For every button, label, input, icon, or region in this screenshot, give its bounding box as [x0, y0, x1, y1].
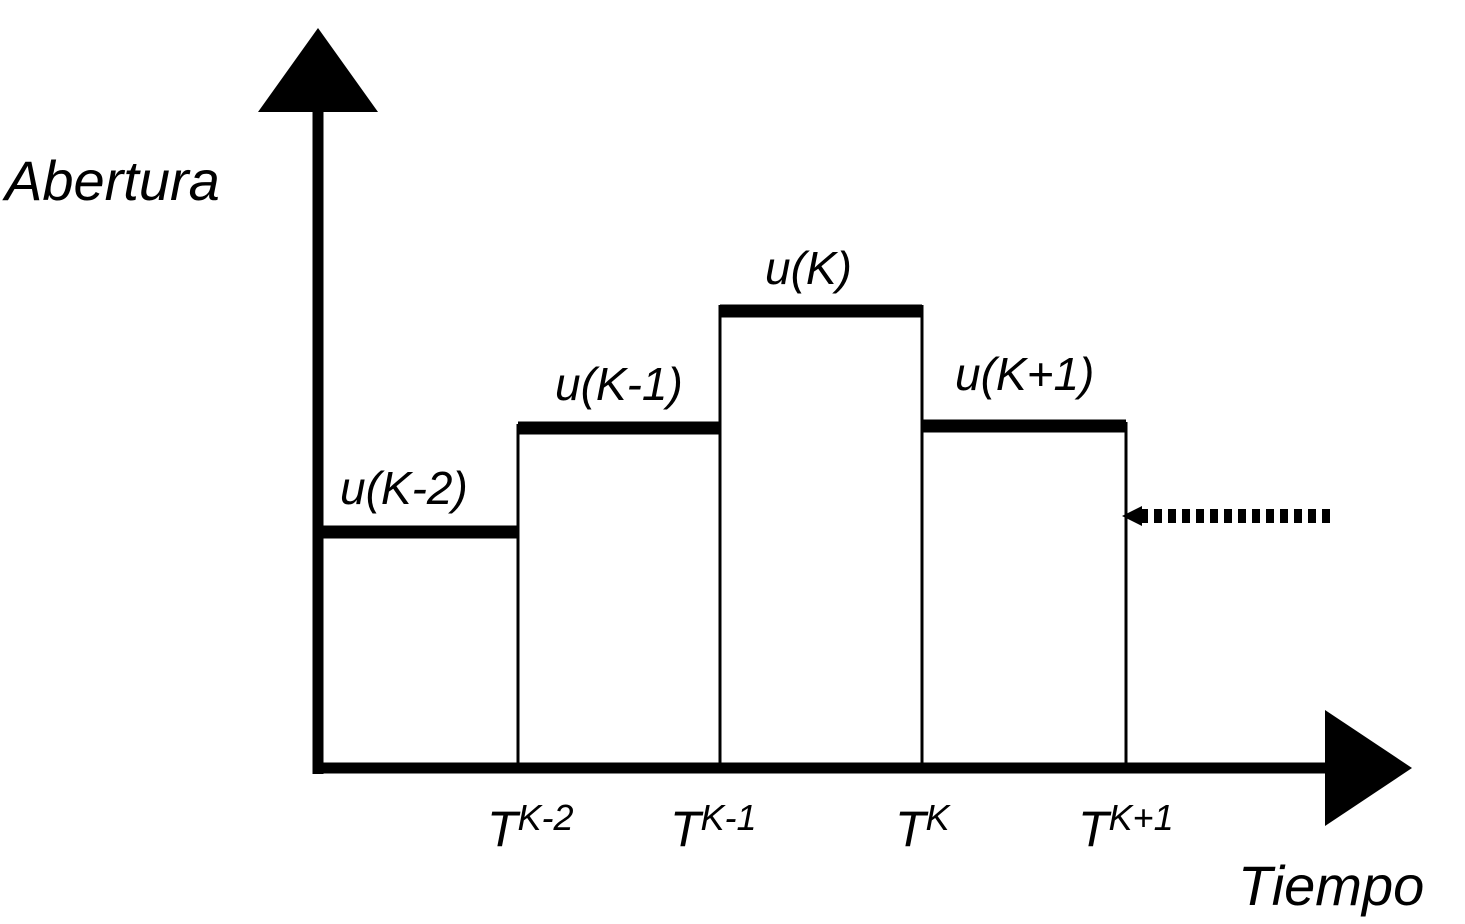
y-axis-arrow — [258, 28, 378, 112]
time-label: TK+1 — [1078, 797, 1174, 857]
step-label: u(K+1) — [955, 348, 1094, 400]
time-base: T — [1078, 801, 1112, 857]
time-base: T — [895, 801, 929, 857]
time-base: T — [487, 801, 521, 857]
time-sup: K-2 — [518, 797, 574, 838]
x-axis-arrow — [1325, 710, 1412, 826]
time-sup: K — [926, 797, 952, 838]
step-label: u(K) — [765, 242, 852, 294]
time-base: T — [670, 801, 704, 857]
time-label: TK-1 — [670, 797, 757, 857]
x-axis-label: Tiempo — [1238, 854, 1424, 917]
step-label: u(K-1) — [555, 358, 683, 410]
future-arrow-head — [1122, 506, 1142, 526]
time-sup: K-1 — [701, 797, 757, 838]
y-axis-label: Abertura — [2, 149, 220, 212]
time-sup: K+1 — [1109, 797, 1174, 838]
step-label: u(K-2) — [340, 462, 468, 514]
time-label: TK — [895, 797, 952, 857]
time-label: TK-2 — [487, 797, 574, 857]
